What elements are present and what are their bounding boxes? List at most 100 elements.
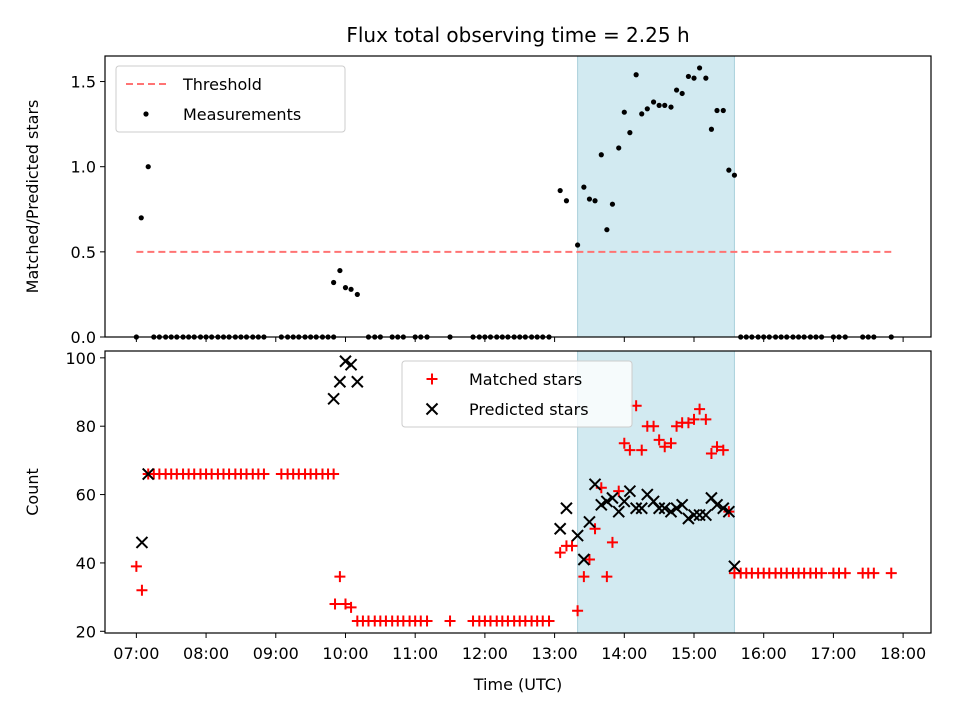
data-point — [130, 560, 142, 572]
x-axis-label: Time (UTC) — [473, 675, 562, 694]
data-point — [700, 413, 712, 425]
axes-frame — [104, 350, 932, 634]
data-point — [679, 90, 685, 97]
x-tick-label: 08:00 — [183, 644, 229, 663]
data-point — [578, 571, 590, 583]
data-point — [708, 126, 715, 132]
data-point — [816, 567, 828, 579]
data-point — [142, 467, 155, 481]
data-point — [682, 512, 695, 525]
x-tick-label: 11:00 — [392, 644, 438, 663]
data-point — [618, 495, 631, 508]
data-point — [327, 392, 340, 406]
data-point — [583, 554, 595, 566]
data-point — [135, 536, 149, 549]
data-point — [664, 505, 678, 518]
data-point — [868, 567, 880, 579]
data-point — [554, 547, 566, 559]
data-point — [885, 567, 897, 579]
y-tick-label: 0.5 — [71, 243, 96, 262]
data-point — [600, 495, 614, 508]
data-point — [328, 468, 340, 480]
data-point — [656, 102, 662, 108]
data-point — [722, 505, 736, 518]
data-point — [339, 598, 351, 610]
series-predicted-stars — [135, 355, 741, 573]
y-tick-label: 40 — [76, 554, 96, 573]
data-point — [670, 502, 683, 515]
data-point — [636, 444, 648, 456]
data-point — [354, 291, 360, 298]
data-point — [258, 468, 270, 480]
data-point — [699, 508, 713, 522]
data-point — [711, 441, 723, 453]
y-tick-label: 20 — [76, 622, 96, 641]
data-point — [344, 358, 358, 371]
data-point — [703, 75, 709, 81]
data-point — [331, 279, 337, 286]
data-point — [577, 553, 591, 566]
data-point — [627, 130, 633, 136]
x-tick-label: 15:00 — [671, 644, 717, 663]
data-point — [588, 478, 602, 491]
data-point — [652, 502, 666, 515]
data-point — [623, 484, 637, 498]
y-tick-label: 0.0 — [71, 328, 96, 347]
data-point — [648, 420, 660, 432]
data-point — [665, 437, 677, 449]
data-point — [583, 515, 596, 529]
data-point — [606, 536, 618, 548]
data-point — [581, 184, 587, 190]
data-point — [589, 523, 601, 535]
data-point — [613, 485, 625, 497]
y-axis-label: Matched/Predicted stars — [23, 100, 42, 294]
data-point — [658, 502, 671, 515]
data-point — [621, 109, 627, 115]
data-point — [671, 420, 683, 432]
data-point — [635, 502, 648, 515]
data-point — [586, 196, 593, 202]
data-point — [694, 403, 706, 415]
chart-title: Flux total observing time = 2.25 h — [346, 23, 689, 47]
legend-swatch-dot — [143, 111, 149, 117]
data-point — [650, 99, 657, 105]
legend-label: Matched stars — [469, 370, 582, 389]
data-point — [662, 102, 668, 108]
legend-label: Measurements — [183, 105, 301, 124]
data-point — [717, 444, 729, 456]
data-point — [592, 198, 598, 204]
data-point — [601, 571, 613, 583]
series-matched-stars — [130, 400, 897, 627]
data-point — [571, 529, 584, 542]
y-tick-label: 100 — [65, 349, 96, 368]
data-point — [342, 285, 349, 291]
y-tick-label: 80 — [76, 417, 96, 436]
data-point — [334, 571, 346, 583]
data-point — [557, 187, 563, 194]
legend-box — [401, 360, 633, 428]
y-tick-label: 1.5 — [71, 73, 96, 92]
y-tick-label: 1.0 — [71, 158, 96, 177]
data-point — [138, 215, 144, 221]
x-tick-label: 17:00 — [810, 644, 856, 663]
star-count-panel: 20 40 60 80 100 07:00 08:00 09:00 10:00 11:00 12:0… — [23, 349, 932, 694]
data-point — [839, 567, 851, 579]
data-point — [609, 201, 616, 207]
data-point — [644, 106, 650, 112]
y-axis-label: Count — [23, 468, 42, 516]
data-point — [685, 73, 692, 80]
data-point — [421, 615, 433, 627]
data-point — [731, 172, 738, 178]
data-point — [675, 498, 689, 512]
data-point — [595, 498, 608, 512]
data-point — [612, 505, 625, 518]
data-point — [329, 598, 341, 610]
axes-frame — [104, 55, 932, 338]
flux-ratio-panel: 0.0 0.5 1.0 1.5 Matched/Predicted stars Thres… — [23, 55, 932, 347]
data-point — [574, 242, 581, 248]
data-point — [560, 502, 573, 515]
data-point — [348, 286, 354, 292]
data-point — [543, 615, 555, 627]
data-point — [710, 498, 724, 512]
data-point — [633, 72, 639, 78]
